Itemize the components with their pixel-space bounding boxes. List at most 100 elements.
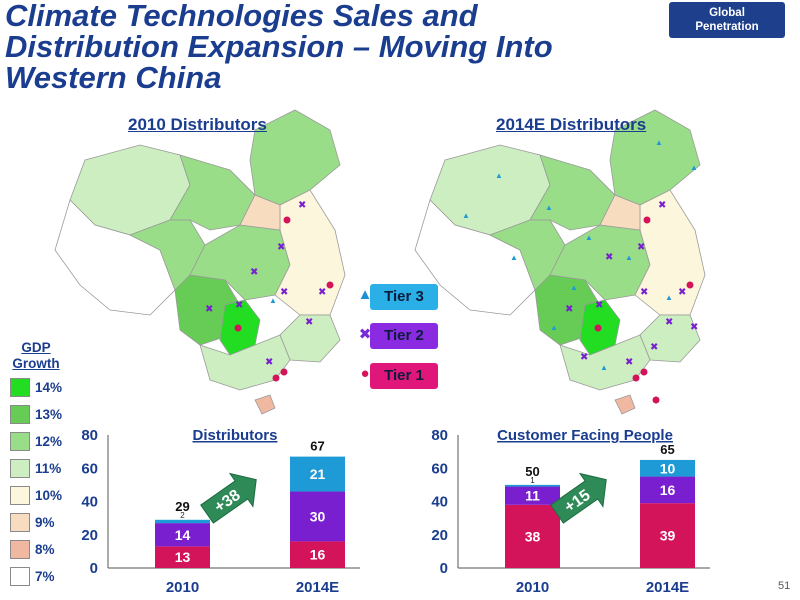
tier3-marker: ▲ <box>585 233 593 242</box>
tier1-marker <box>686 281 694 289</box>
bar-segment <box>640 503 695 568</box>
gdp-legend-swatch <box>10 432 30 451</box>
map-title-2014e: 2014E Distributors <box>496 115 647 134</box>
tier3-marker: ▲ <box>625 253 633 262</box>
map-title-2010: 2010 Distributors <box>128 115 267 134</box>
tier3-marker: ▲ <box>665 293 673 302</box>
y-tick-label: 80 <box>431 427 448 444</box>
tier2-marker: ✖ <box>298 200 306 211</box>
region-hainan <box>614 394 636 415</box>
region-south <box>559 334 651 391</box>
gdp-legend-swatch <box>10 405 30 424</box>
data-label: 21 <box>310 466 326 482</box>
bar-segment <box>505 486 560 505</box>
tier1-marker <box>272 374 280 382</box>
gdp-legend-label: 14% <box>35 380 63 395</box>
data-label: 13 <box>175 549 191 565</box>
data-label: 10 <box>660 460 676 476</box>
bar-segment <box>155 546 210 568</box>
tier2-marker: ✖ <box>565 304 573 315</box>
tier2-marker: ✖ <box>265 357 273 368</box>
region-tibet <box>54 199 176 316</box>
gdp-legend-label: 7% <box>35 569 55 584</box>
region-north <box>169 154 256 231</box>
x-tick-label: 2014E <box>296 579 339 596</box>
gdp-title-line-2: Growth <box>12 356 60 371</box>
tier1-marker <box>280 368 288 376</box>
data-label: 38 <box>525 528 541 544</box>
tier2-marker: ✖ <box>318 287 326 298</box>
gdp-legend-swatch <box>10 513 30 532</box>
tier-2-label: Tier 2 <box>370 323 438 349</box>
y-tick-label: 40 <box>431 494 448 511</box>
tier2-marker: ✖ <box>280 287 288 298</box>
tier1-marker <box>234 324 242 332</box>
total-label: 65 <box>660 442 674 457</box>
tier-3-label: Tier 3 <box>370 284 438 310</box>
tier-1-label: Tier 1 <box>370 363 438 389</box>
tier2-marker: ✖ <box>605 252 613 263</box>
page-title: Climate Technologies Sales and Distribut… <box>5 0 553 95</box>
tier2-marker: ✖ <box>580 352 588 363</box>
distributors-chart: 0 20 40 60 80 Distributors 13 14 229 2010 16 30 21 67… <box>81 427 360 596</box>
tier1-marker <box>283 216 291 224</box>
tier2-marker: ✖ <box>658 200 666 211</box>
data-label: 2 <box>180 511 185 520</box>
region-beijing-tianjin <box>599 194 641 231</box>
y-tick-label: 0 <box>440 560 448 577</box>
bar-segment <box>155 523 210 547</box>
y-tick-label: 20 <box>81 527 98 544</box>
distributor-markers: ✖ ✖ ✖ ✖ ✖ ✖ ✖ ✖ ✖ ▲ <box>205 200 334 382</box>
tier2-marker: ✖ <box>665 317 673 328</box>
tier2-marker: ✖ <box>205 304 213 315</box>
tier1-marker <box>652 396 660 404</box>
bar-segment <box>290 491 345 542</box>
tier3-marker: ▲ <box>269 296 277 305</box>
tier3-marker: ▲ <box>600 363 608 372</box>
x-tick-label: 2010 <box>166 579 199 596</box>
data-label: 16 <box>660 482 676 498</box>
gdp-legend-label: 8% <box>35 542 55 557</box>
tier3-marker: ▲ <box>690 163 698 172</box>
bar-segment <box>505 504 560 568</box>
tier2-marker: ✖ <box>625 357 633 368</box>
data-label: 30 <box>310 508 326 524</box>
x-tick-label: 2014E <box>646 579 689 596</box>
tier-3-legend: ▲ Tier 3 <box>356 284 476 310</box>
tier1-marker <box>643 216 651 224</box>
tier2-marker: ✖ <box>678 287 686 298</box>
tier-1-legend: ● Tier 1 <box>356 363 476 389</box>
region-hainan <box>254 394 276 415</box>
data-label: 14 <box>175 527 191 543</box>
data-label: 11 <box>525 488 540 504</box>
tier2-marker: ✖ <box>640 287 648 298</box>
total-label: 67 <box>310 439 324 454</box>
tier3-marker: ▲ <box>510 253 518 262</box>
y-tick-label: 80 <box>81 427 98 444</box>
data-label: 39 <box>660 528 676 544</box>
tier2-marker: ✖ <box>277 242 285 253</box>
tier2-marker: ✖ <box>595 300 603 311</box>
gdp-title-line-1: GDP <box>21 340 51 355</box>
tier1-marker <box>640 368 648 376</box>
tier2-marker: ✖ <box>690 322 698 333</box>
cross-icon: ✖ <box>358 326 372 343</box>
china-map-2014e: ▲ ▲ ▲ ▲ ▲ ▲ ▲ ▲ ▲ ▲ ▲ ▲ ✖ ✖ ✖ ✖ ✖ ✖ ✖ ✖ … <box>414 109 706 415</box>
gdp-legend-label: 13% <box>35 407 63 422</box>
tier3-marker: ▲ <box>550 323 558 332</box>
gdp-legend-swatch <box>10 567 30 586</box>
gdp-legend-swatch <box>10 378 30 397</box>
region-beijing-tianjin <box>239 194 281 231</box>
gdp-legend-swatch <box>10 540 30 559</box>
tier3-marker: ▲ <box>462 211 470 220</box>
tier-2-legend: ✖ Tier 2 <box>356 323 476 349</box>
gdp-legend-label: 12% <box>35 434 63 449</box>
total-label: 50 <box>525 464 539 479</box>
tier2-marker: ✖ <box>637 242 645 253</box>
china-map-2010: ✖ ✖ ✖ ✖ ✖ ✖ ✖ ✖ ✖ ▲ <box>54 109 346 415</box>
province-regions <box>54 109 346 415</box>
tier2-marker: ✖ <box>235 300 243 311</box>
y-tick-label: 40 <box>81 494 98 511</box>
triangle-icon: ▲ <box>357 286 373 303</box>
